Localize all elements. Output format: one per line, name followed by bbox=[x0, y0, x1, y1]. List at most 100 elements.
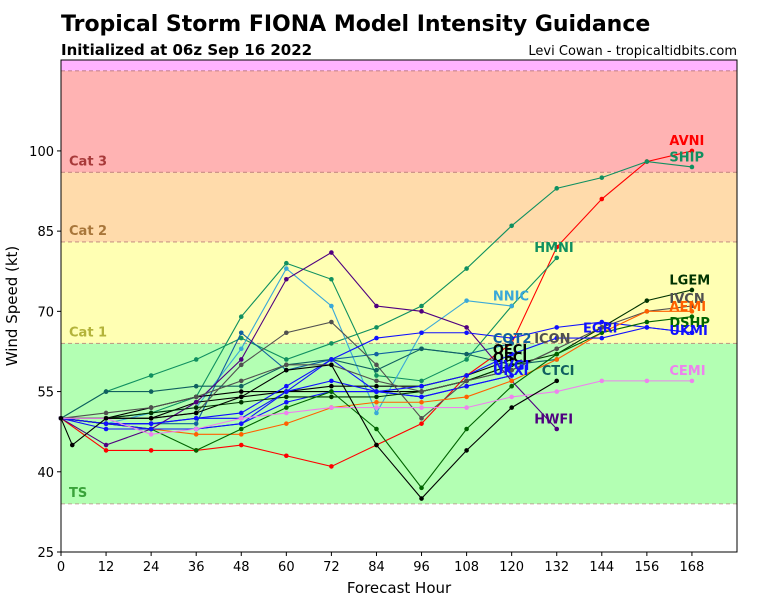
data-point-lgem bbox=[238, 399, 244, 405]
data-point-avni bbox=[284, 453, 289, 459]
band-cat-3 bbox=[61, 70, 737, 173]
model-label-cemi: CEMI bbox=[669, 364, 705, 379]
data-point-ivcn bbox=[599, 325, 605, 330]
data-point-ivcn bbox=[193, 394, 199, 400]
band-label-cat-2: Cat 2 bbox=[69, 224, 107, 239]
data-point-hmni bbox=[374, 373, 379, 378]
x-tick-label: 96 bbox=[413, 560, 430, 575]
data-point-ukmi bbox=[329, 378, 334, 384]
data-point-aemi bbox=[689, 309, 695, 314]
data-point-ukmi bbox=[509, 351, 514, 357]
band-label-ts: TS bbox=[69, 486, 87, 501]
data-point-nnic bbox=[509, 303, 514, 309]
data-point-ukmi bbox=[284, 389, 289, 394]
data-point-icon bbox=[374, 362, 379, 368]
data-point-gfsi bbox=[554, 378, 560, 384]
data-point-ukmi bbox=[644, 325, 650, 330]
chart-credit: Levi Cowan - tropicaltidbits.com bbox=[528, 44, 737, 59]
data-point-hwfi bbox=[419, 309, 424, 314]
x-tick-label: 120 bbox=[499, 560, 524, 575]
data-point-aemi bbox=[464, 394, 469, 400]
data-point-ship bbox=[509, 223, 514, 229]
data-point-dshp bbox=[238, 426, 244, 432]
data-point-egri bbox=[554, 325, 560, 330]
data-point-aemi bbox=[509, 378, 514, 384]
data-point-hmni bbox=[419, 378, 424, 384]
data-point-avni bbox=[238, 442, 244, 448]
data-point-ship bbox=[419, 303, 424, 309]
data-point-cemi bbox=[554, 389, 560, 394]
data-point-hmni bbox=[238, 314, 244, 319]
data-point-ship bbox=[329, 341, 334, 346]
data-point-dshp bbox=[374, 426, 379, 432]
data-point-hmni bbox=[329, 276, 334, 282]
data-point-gfsi bbox=[419, 496, 424, 501]
data-point-ofci bbox=[238, 389, 244, 394]
data-point-ukmi bbox=[374, 389, 379, 394]
data-point-cemi bbox=[644, 378, 650, 384]
data-point-ivcn bbox=[374, 378, 379, 384]
data-point-ship bbox=[374, 325, 379, 330]
data-point-dshp bbox=[464, 426, 469, 432]
data-point-icon bbox=[329, 319, 334, 325]
data-point-ctci bbox=[103, 389, 109, 394]
data-point-ship bbox=[689, 164, 695, 170]
data-point-hmni bbox=[554, 255, 560, 261]
data-point-gfsi bbox=[148, 416, 154, 421]
y-axis-label: Wind Speed (kt) bbox=[3, 246, 21, 367]
data-point-hwfi bbox=[464, 325, 469, 330]
data-point-ofci bbox=[329, 383, 334, 389]
data-point-aemi bbox=[554, 357, 560, 362]
data-point-ivcn bbox=[238, 378, 244, 384]
x-tick-label: 12 bbox=[98, 560, 115, 575]
data-point-ctci bbox=[374, 367, 379, 373]
data-point-ivcn bbox=[284, 362, 289, 368]
data-point-avni bbox=[689, 148, 695, 154]
x-axis-ticks: 0 12 24 36 48 60 72 84 96 108 120 132 144 156 168 bbox=[57, 552, 704, 575]
data-point-ukxi bbox=[464, 383, 469, 389]
x-tick-label: 24 bbox=[143, 560, 160, 575]
data-point-lgem bbox=[509, 362, 514, 368]
data-point-cemi bbox=[238, 416, 244, 421]
data-point-ukmi bbox=[419, 383, 424, 389]
data-point-ukmi bbox=[148, 426, 154, 432]
model-label-cot2: COT2 bbox=[493, 332, 532, 347]
data-point-hwfi bbox=[238, 357, 244, 362]
data-point-ctci bbox=[238, 383, 244, 389]
data-point-avni bbox=[554, 244, 560, 250]
data-point-ivcn bbox=[689, 303, 695, 309]
data-point-avni bbox=[148, 448, 154, 453]
model-label-dshp: DSHP bbox=[669, 316, 710, 331]
data-point-ivcn bbox=[148, 405, 154, 410]
data-point-ivcn bbox=[554, 346, 560, 352]
data-point-hwfi bbox=[193, 399, 199, 405]
data-point-dshp bbox=[284, 405, 289, 410]
x-tick-label: 0 bbox=[57, 560, 65, 575]
x-tick-label: 168 bbox=[680, 560, 705, 575]
data-point-cemi bbox=[374, 405, 379, 410]
data-point-ctci bbox=[148, 389, 154, 394]
data-point-egri bbox=[329, 357, 334, 362]
data-point-ship bbox=[644, 159, 650, 164]
data-point-cot2 bbox=[374, 351, 379, 357]
data-point-dshp bbox=[509, 383, 514, 389]
data-point-avni bbox=[103, 448, 109, 453]
model-label-ivcn: IVCN bbox=[669, 292, 704, 307]
data-point-hwfi bbox=[329, 250, 334, 255]
data-point-ukmi bbox=[238, 421, 244, 426]
data-point-dshp bbox=[193, 448, 199, 453]
data-point-ship bbox=[284, 357, 289, 362]
data-point-ship bbox=[148, 373, 154, 378]
data-point-hwfi bbox=[284, 276, 289, 282]
data-point-ctci bbox=[193, 383, 199, 389]
model-label-hmni: HMNI bbox=[534, 241, 574, 256]
data-point-hwfi bbox=[103, 442, 109, 448]
model-label-icon: ICON bbox=[534, 332, 570, 347]
data-point-gfsi bbox=[69, 442, 75, 448]
data-point-ivcn bbox=[419, 389, 424, 394]
data-point-dshp bbox=[329, 389, 334, 394]
data-point-nnic bbox=[284, 266, 289, 271]
data-point-cot2 bbox=[509, 341, 514, 346]
data-point-hmni bbox=[464, 357, 469, 362]
